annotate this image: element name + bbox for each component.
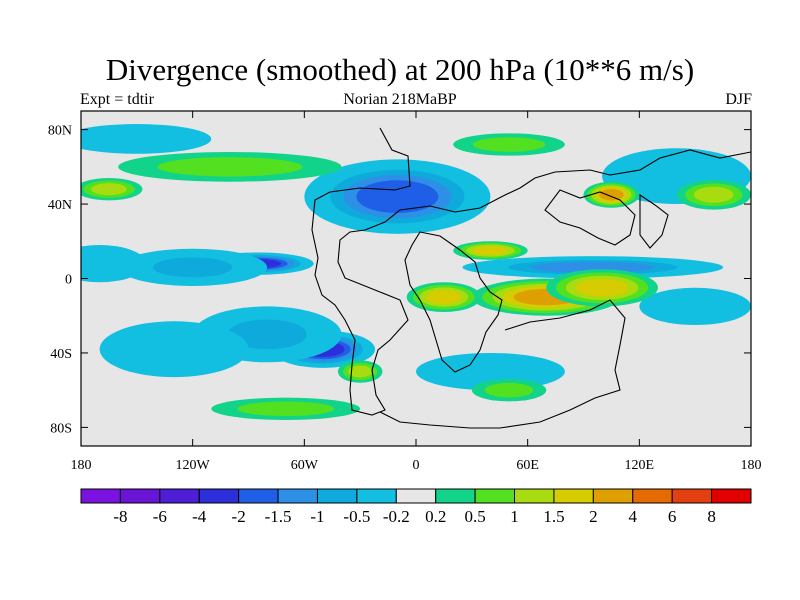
x-tick-label-3: 0 xyxy=(413,458,420,473)
colorbar-label-1: -6 xyxy=(153,507,167,526)
colorbar-box-14 xyxy=(632,488,673,504)
colorbar-label-11: 1.5 xyxy=(543,507,564,526)
colorbar: -8 -6 -4 -2 -1.5 -1 -0.5 -0.2 0.2 0.5 1 1.5 2 4 6 8 xyxy=(80,488,752,526)
colorbar-box-1 xyxy=(119,488,161,504)
field-region-18-2 xyxy=(91,183,127,196)
colorbar-label-7: -0.2 xyxy=(383,507,410,526)
colorbar-label-6: -0.5 xyxy=(343,507,370,526)
coast-africa-europe xyxy=(404,231,503,373)
x-tick-label-5: 120E xyxy=(625,458,655,473)
field-region-15-3 xyxy=(575,278,629,297)
y-tick-label-3: 40S xyxy=(50,347,72,362)
colorbar-box-10 xyxy=(474,488,516,504)
colorbar-box-13 xyxy=(592,488,634,504)
field-region-7-1 xyxy=(125,331,223,368)
colorbar-box-16 xyxy=(711,488,752,504)
colorbar-label-2: -4 xyxy=(192,507,207,526)
field-region-19-2 xyxy=(348,365,373,378)
chart-title: Divergence (smoothed) at 200 hPa (10**6 … xyxy=(105,52,695,87)
y-tick-label-1: 40N xyxy=(48,198,72,213)
season-label: DJF xyxy=(725,91,752,108)
field-region-1-4 xyxy=(356,180,439,213)
y-tick-label-0: 80N xyxy=(48,124,72,139)
colorbar-box-0 xyxy=(80,488,121,504)
colorbar-box-12 xyxy=(553,488,594,504)
colorbar-label-15: 8 xyxy=(707,507,716,526)
experiment-label: Expt = tdtir xyxy=(80,91,154,108)
field-region-17-3 xyxy=(472,246,509,256)
field-region-12-1 xyxy=(442,359,539,384)
colorbar-box-4 xyxy=(238,488,279,504)
field-region-16-4 xyxy=(599,189,624,201)
field-region-11-1 xyxy=(88,129,186,149)
colorbar-box-11 xyxy=(514,488,555,504)
x-tick-label-1: 120W xyxy=(176,458,211,473)
colorbar-label-14: 6 xyxy=(668,507,677,526)
colorbar-box-15 xyxy=(671,488,713,504)
colorbar-label-8: 0.2 xyxy=(425,507,446,526)
plot-area: 180 120W 60W 0 60E 120E 180 80N 40N 0 40S 80S xyxy=(48,110,762,473)
y-tick-label-2: 0 xyxy=(65,273,72,288)
colorbar-label-9: 0.5 xyxy=(464,507,485,526)
field-region-21-1 xyxy=(472,137,546,152)
colorbar-box-5 xyxy=(277,488,318,504)
colorbar-box-2 xyxy=(159,488,200,504)
field-region-9-1 xyxy=(658,294,732,319)
colorbar-label-4: -1.5 xyxy=(265,507,292,526)
field-region-6-2 xyxy=(227,319,307,350)
coastline-outline xyxy=(311,127,751,429)
coast-asia-east xyxy=(544,189,636,246)
y-tick-label-4: 80S xyxy=(50,421,72,436)
colorbar-label-10: 1 xyxy=(510,507,519,526)
colorbar-label-12: 2 xyxy=(589,507,598,526)
colorbar-box-6 xyxy=(316,488,358,504)
colorbar-box-8 xyxy=(395,488,437,504)
x-tick-label-0: 180 xyxy=(71,458,92,473)
field-region-4-1 xyxy=(81,251,130,276)
coast-island-arc xyxy=(639,193,669,249)
x-tick-label-2: 60W xyxy=(291,458,319,473)
field-region-14-3 xyxy=(426,290,462,305)
colorbar-box-3 xyxy=(198,488,240,504)
x-tick-label-4: 60E xyxy=(516,458,539,473)
period-label: Norian 218MaBP xyxy=(343,91,457,108)
colorbar-label-3: -2 xyxy=(232,507,246,526)
coast-australia-antarctica xyxy=(379,299,626,429)
field-region-3-2 xyxy=(152,257,233,278)
colorbar-box-9 xyxy=(435,488,476,504)
x-tick-label-6: 180 xyxy=(741,458,762,473)
coast-americas xyxy=(311,127,751,416)
field-region-20-2 xyxy=(693,186,734,203)
field-region-23-1 xyxy=(237,401,335,417)
colorbar-box-7 xyxy=(356,488,397,504)
colorbar-label-13: 4 xyxy=(629,507,638,526)
field-region-8-3 xyxy=(530,262,655,273)
field-region-22-1 xyxy=(484,382,534,398)
colorbar-label-0: -8 xyxy=(113,507,127,526)
field-region-24-1 xyxy=(157,157,303,177)
colorbar-label-5: -1 xyxy=(310,507,324,526)
